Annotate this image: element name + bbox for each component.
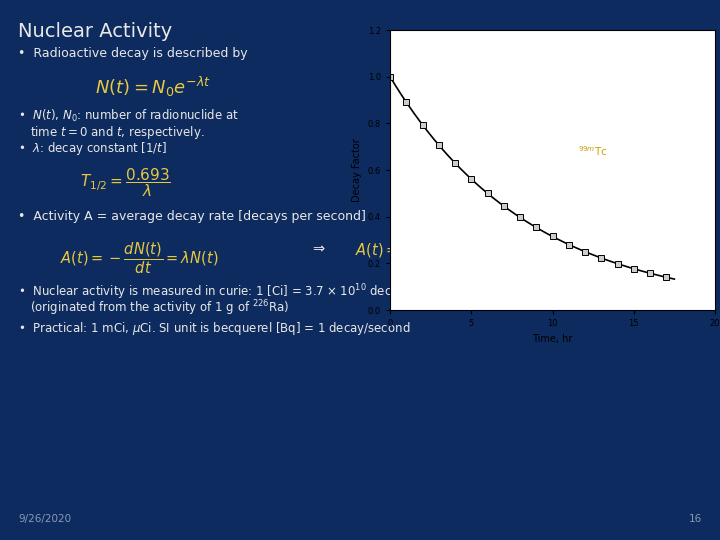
Text: (originated from the activity of 1 g of $^{226}$Ra): (originated from the activity of 1 g of … [30,298,289,318]
Text: 9/26/2020: 9/26/2020 [18,514,71,524]
Text: $T_{1/2} = \dfrac{0.693}{\lambda}$: $T_{1/2} = \dfrac{0.693}{\lambda}$ [80,166,171,199]
Text: $A(t) = -\dfrac{dN(t)}{dt} = \lambda N(t)$: $A(t) = -\dfrac{dN(t)}{dt} = \lambda N(t… [60,240,218,275]
Text: $\Rightarrow$: $\Rightarrow$ [310,240,326,255]
Text: $N(t) = N_0 e^{-\lambda t}$: $N(t) = N_0 e^{-\lambda t}$ [95,75,211,99]
Text: $A(t) = A_0 e^{-\lambda t}$: $A(t) = A_0 e^{-\lambda t}$ [355,240,449,261]
Y-axis label: Decay Factor: Decay Factor [352,138,362,202]
Text: •  Radioactive decay is described by: • Radioactive decay is described by [18,47,248,60]
Text: •  Nuclear activity is measured in curie: 1 [Ci] = 3.7 $\times$ 10$^{10}$ decays: • Nuclear activity is measured in curie:… [18,282,436,302]
Text: •  Activity A = average decay rate [decays per second]: • Activity A = average decay rate [decay… [18,210,366,223]
Text: •  Practical: 1 mCi, $\mu$Ci. SI unit is becquerel [Bq] = 1 decay/second: • Practical: 1 mCi, $\mu$Ci. SI unit is … [18,320,410,337]
Text: •  $\lambda$: decay constant [$1/t$]: • $\lambda$: decay constant [$1/t$] [18,140,167,157]
Text: $^{99m}$Tc: $^{99m}$Tc [578,144,608,158]
Text: •  $N(t)$, $N_0$: number of radionuclide at: • $N(t)$, $N_0$: number of radionuclide … [18,108,239,124]
Text: time $t = 0$ and $t$, respectively.: time $t = 0$ and $t$, respectively. [30,124,204,141]
Text: Nuclear Activity: Nuclear Activity [18,22,172,41]
Text: 16: 16 [689,514,702,524]
X-axis label: Time, hr: Time, hr [532,334,572,343]
